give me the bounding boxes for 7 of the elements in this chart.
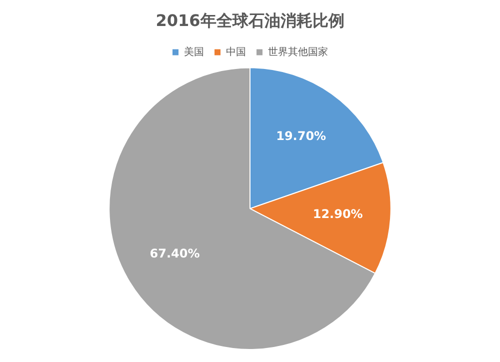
legend-label: 世界其他国家: [268, 46, 328, 58]
data-label: 67.40%: [150, 246, 200, 260]
chart-title: 2016年全球石油消耗比例: [156, 10, 344, 30]
data-label: 19.70%: [276, 128, 326, 143]
data-label: 12.90%: [312, 207, 363, 222]
legend-label: 美国: [184, 46, 204, 58]
legend-label: 中国: [226, 46, 246, 58]
